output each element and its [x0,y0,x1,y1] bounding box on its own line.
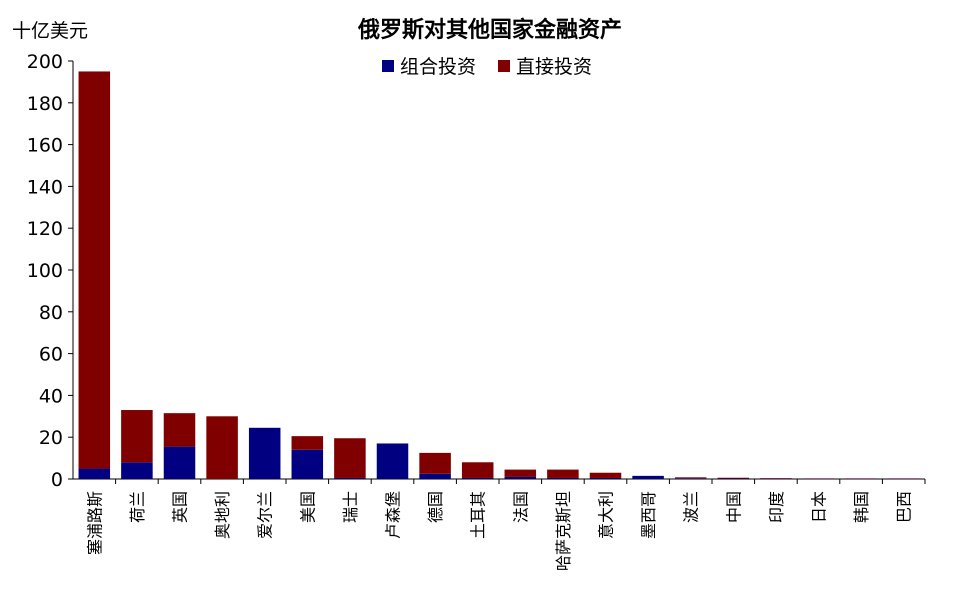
bar-direct [845,478,877,479]
bar-portfolio [121,462,153,479]
bar-portfolio [802,478,835,480]
legend: 组合投资 直接投资 [382,52,592,79]
legend-label-portfolio: 组合投资 [400,56,477,78]
bar-portfolio [376,443,409,479]
bar-portfolio [163,446,196,479]
bar-direct [461,462,494,478]
y-tick-label: 100 [27,260,63,282]
x-tick-label: 墨西哥 [639,491,658,539]
x-tick-label: 法国 [511,491,530,523]
y-tick-label: 200 [27,51,63,73]
bar-portfolio [334,477,366,479]
x-tick-label: 哈萨克斯坦 [554,491,573,571]
y-tick-label: 80 [39,302,63,324]
bar-direct [674,477,707,479]
y-tick-label: 120 [27,218,63,240]
x-tick-label: 爱尔兰 [256,491,275,539]
x-tick-label: 卢森堡 [384,491,403,539]
bar-direct [78,71,111,469]
x-tick-label: 德国 [426,491,445,523]
x-tick-label: 韩国 [852,491,871,523]
bar-direct [760,478,792,479]
bar-direct [802,478,835,479]
x-tick-label: 塞浦路斯 [85,491,104,555]
y-tick-label: 0 [51,469,63,491]
y-tick-label: 140 [27,176,63,198]
bar-direct [291,436,324,450]
legend-swatch-portfolio [382,59,394,72]
x-tick-label: 瑞士 [341,491,360,523]
bar-direct [504,469,537,477]
bar-portfolio [760,478,792,480]
x-tick-label: 巴西 [895,491,914,523]
bar-direct [887,478,920,479]
bar-portfolio [504,476,537,479]
bar-portfolio [419,473,451,479]
y-axis-unit-label: 十亿美元 [12,20,89,42]
chart-title: 俄罗斯对其他国家金融资产 [357,18,622,43]
bar-direct [717,477,750,479]
x-tick-label: 荷兰 [128,491,147,523]
bar-direct [589,472,622,478]
bar-direct [334,438,366,478]
bar-portfolio [461,477,494,479]
y-tick-label: 180 [27,93,63,115]
bar-portfolio [589,477,622,479]
bar-portfolio [717,478,750,480]
bar-direct [547,469,579,478]
x-tick-label: 日本 [810,491,829,523]
x-tick-label: 奥地利 [213,491,232,539]
x-tick-label: 印度 [767,491,786,523]
x-tick-label: 中国 [724,491,743,523]
bar-direct [163,413,196,447]
bar-portfolio [632,475,664,479]
x-tick-label: 土耳其 [469,491,488,539]
x-tick-label: 美国 [298,491,317,523]
bar-portfolio [674,478,707,479]
y-tick-label: 160 [27,135,63,157]
bar-portfolio [887,478,920,480]
bar-portfolio [547,477,579,479]
bar-portfolio [845,478,877,480]
x-tick-label: 英国 [171,491,190,523]
x-tick-label: 意大利 [597,491,616,539]
bar-portfolio [248,427,281,479]
bar-direct [419,452,451,474]
y-tick-label: 40 [39,385,63,407]
bar-direct [206,416,238,479]
bar-portfolio [291,449,324,479]
y-tick-label: 20 [39,427,63,449]
legend-label-direct: 直接投资 [516,56,593,78]
x-tick-label: 波兰 [682,491,701,523]
bar-direct [121,410,153,463]
legend-item-portfolio: 组合投资 [382,52,476,79]
legend-item-direct: 直接投资 [498,52,592,79]
bar-portfolio [78,468,111,479]
y-tick-label: 60 [39,344,63,366]
legend-swatch-direct [498,59,511,72]
